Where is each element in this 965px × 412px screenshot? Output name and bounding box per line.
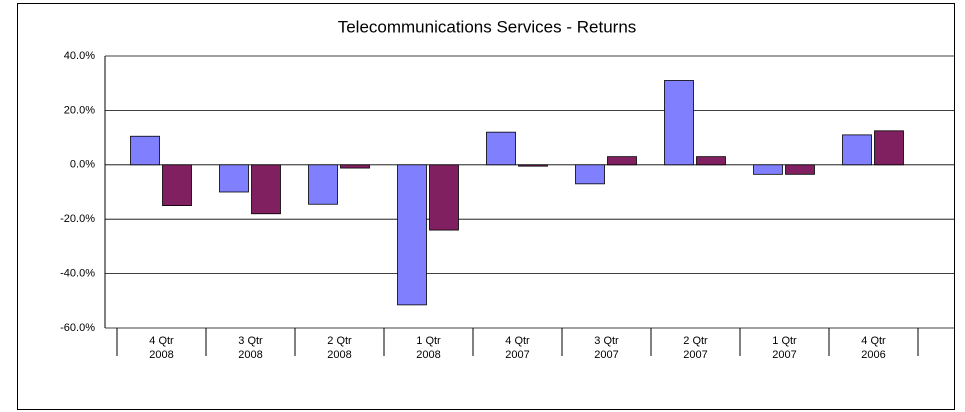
bar	[130, 135, 160, 166]
bar	[219, 164, 249, 193]
x-tick-label: 2007	[683, 349, 707, 361]
bar	[785, 164, 815, 175]
x-tick-label: 2 Qtr	[683, 335, 708, 347]
bar	[874, 130, 904, 166]
bar	[162, 164, 192, 207]
bar	[340, 164, 370, 169]
y-tick-label: 20.0%	[64, 104, 95, 116]
y-tick-label: 40.0%	[64, 50, 95, 62]
y-tick-label: -20.0%	[60, 213, 95, 225]
bar	[696, 156, 726, 166]
bar	[842, 134, 872, 166]
chart-title: Telecommunications Services - Returns	[338, 17, 637, 36]
bar	[518, 164, 548, 167]
x-tick-label: 2007	[594, 349, 618, 361]
x-tick-label: 3 Qtr	[594, 335, 619, 347]
chart-border	[17, 3, 955, 410]
x-tick-label: 2008	[327, 349, 351, 361]
x-tick-label: 1 Qtr	[416, 335, 441, 347]
x-tick-label: 4 Qtr	[861, 335, 886, 347]
x-tick-label: 4 Qtr	[505, 335, 530, 347]
x-tick-label: 3 Qtr	[238, 335, 263, 347]
x-tick-label: 2007	[505, 349, 529, 361]
bar	[664, 80, 694, 166]
bar	[486, 131, 516, 166]
x-tick-label: 2006	[861, 349, 885, 361]
bar	[575, 164, 605, 185]
y-tick-label: -60.0%	[60, 322, 95, 334]
bar	[753, 164, 783, 175]
y-tick-label: -40.0%	[60, 268, 95, 280]
bar	[429, 164, 459, 231]
x-tick-label: 2007	[772, 349, 796, 361]
x-tick-label: 2008	[149, 349, 173, 361]
bar	[251, 164, 281, 215]
x-tick-label: 4 Qtr	[149, 335, 174, 347]
bar	[308, 164, 338, 205]
bar	[397, 164, 427, 306]
x-tick-label: 1 Qtr	[772, 335, 797, 347]
bar	[607, 156, 637, 166]
x-tick-label: 2 Qtr	[327, 335, 352, 347]
x-tick-label: 2008	[238, 349, 262, 361]
x-tick-label: 2008	[416, 349, 440, 361]
y-tick-label: 0.0%	[70, 159, 95, 171]
